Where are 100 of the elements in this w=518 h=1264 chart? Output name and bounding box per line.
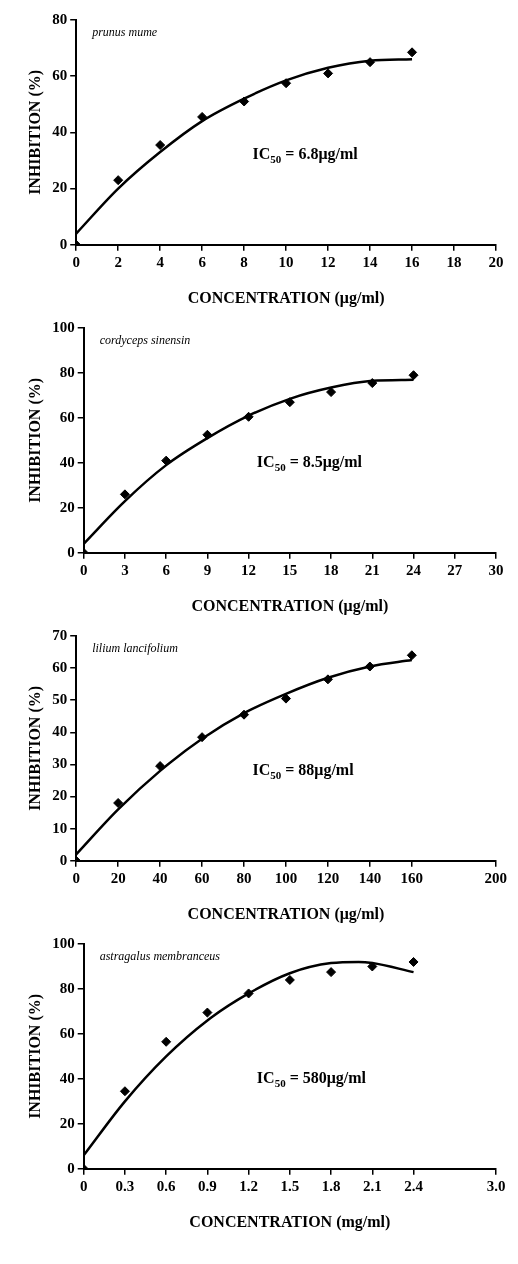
point: [326, 387, 337, 398]
y-axis-title: INHIBITION (%): [25, 993, 44, 1119]
point: [161, 455, 172, 466]
x-tick-label: 140: [358, 869, 382, 886]
x-axis-title: CONCENTRATION (mg/ml): [189, 1212, 391, 1231]
y-tick-label: 60: [52, 67, 68, 84]
point: [119, 489, 130, 500]
text: astragalus membranceus: [99, 949, 221, 963]
y-tick-label: 80: [59, 979, 75, 996]
y-tick-label: 70: [52, 626, 68, 643]
text: lilium lancifolium: [92, 641, 179, 655]
text: prunus mume: [91, 25, 158, 39]
point: [407, 47, 418, 58]
point: [161, 1036, 172, 1047]
x-axis-title: CONCENTRATION (μg/ml): [191, 596, 389, 615]
x-tick-label: 6: [162, 561, 171, 578]
x-tick-label: 10: [278, 253, 294, 270]
point: [365, 57, 376, 68]
text: cordyceps sinensin: [99, 333, 191, 347]
point: [284, 397, 295, 408]
x-tick-label: 160: [400, 869, 424, 886]
x-tick-label: 120: [316, 869, 340, 886]
x-tick-label: 6: [198, 253, 207, 270]
x-tick-label: 0: [79, 561, 88, 578]
y-tick-label: 40: [59, 453, 75, 470]
x-tick-label: 3: [121, 561, 129, 578]
y-tick-label: 0: [67, 543, 75, 560]
point: [280, 693, 291, 704]
point: [364, 661, 375, 672]
x-tick-label: 200: [484, 869, 507, 886]
x-tick-label: 1.8: [321, 1177, 341, 1194]
point: [197, 111, 208, 122]
y-tick-label: 50: [52, 691, 68, 708]
x-tick-label: 12: [241, 561, 257, 578]
point: [113, 797, 124, 808]
point: [408, 370, 419, 381]
point: [281, 78, 292, 89]
x-tick-label: 14: [362, 253, 379, 270]
x-tick-label: 0.9: [198, 1177, 217, 1194]
y-tick-label: 0: [59, 851, 68, 868]
point: [367, 378, 378, 389]
x-tick-label: 40: [152, 869, 168, 886]
point: [408, 956, 419, 967]
y-tick-label: 20: [59, 1114, 75, 1131]
x-tick-label: 3.0: [486, 1177, 506, 1194]
y-tick-label: 0: [67, 1159, 75, 1176]
x-tick-label: 20: [488, 253, 504, 270]
y-tick-label: 10: [52, 819, 68, 836]
x-tick-label: 27: [447, 561, 463, 578]
x-tick-label: 60: [194, 869, 210, 886]
point: [367, 961, 378, 972]
y-tick-label: 20: [59, 498, 75, 515]
y-tick-label: 40: [52, 123, 68, 140]
x-tick-label: 0: [79, 1177, 88, 1194]
y-tick-label: 100: [52, 318, 75, 335]
x-tick-label: 0.6: [156, 1177, 177, 1194]
x-tick-label: 8: [240, 253, 248, 270]
y-axis-title: INHIBITION (%): [25, 377, 44, 503]
x-tick-label: 20: [110, 869, 126, 886]
point: [155, 140, 166, 151]
y-tick-label: 60: [52, 658, 68, 675]
point: [239, 96, 250, 107]
x-tick-label: 2.4: [404, 1177, 424, 1194]
y-tick-label: 80: [52, 10, 68, 27]
point: [202, 429, 213, 440]
x-tick-label: 100: [274, 869, 298, 886]
y-tick-label: 60: [59, 1024, 75, 1041]
x-tick-label: 1.2: [239, 1177, 258, 1194]
y-tick-label: 80: [59, 363, 75, 380]
point: [326, 967, 337, 978]
point: [197, 732, 208, 743]
x-tick-label: 2.1: [362, 1177, 382, 1194]
y-tick-label: 40: [52, 723, 68, 740]
x-tick-label: 16: [404, 253, 421, 270]
y-tick-label: 100: [52, 934, 75, 951]
y-tick-label: 60: [59, 408, 75, 425]
x-axis-title: CONCENTRATION (μg/ml): [187, 288, 385, 307]
point: [202, 1007, 213, 1018]
point: [239, 709, 250, 720]
y-tick-label: 20: [52, 179, 68, 196]
x-tick-label: 18: [323, 561, 339, 578]
x-tick-label: 18: [446, 253, 462, 270]
x-tick-label: 12: [320, 253, 336, 270]
x-tick-label: 9: [203, 561, 212, 578]
point: [243, 411, 254, 422]
point: [113, 175, 124, 186]
x-tick-label: 2: [114, 253, 122, 270]
y-tick-label: 20: [52, 787, 68, 804]
point: [284, 974, 295, 985]
x-tick-label: 15: [282, 561, 298, 578]
x-tick-label: 21: [364, 561, 380, 578]
point: [406, 650, 417, 661]
x-axis-title: CONCENTRATION (μg/ml): [187, 904, 385, 923]
x-tick-label: 0.3: [115, 1177, 135, 1194]
x-tick-label: 4: [156, 253, 165, 270]
y-tick-label: 0: [59, 235, 68, 252]
x-tick-label: 80: [236, 869, 252, 886]
y-tick-label: 30: [52, 755, 68, 772]
point: [323, 68, 334, 79]
y-axis-title: INHIBITION (%): [25, 69, 44, 195]
